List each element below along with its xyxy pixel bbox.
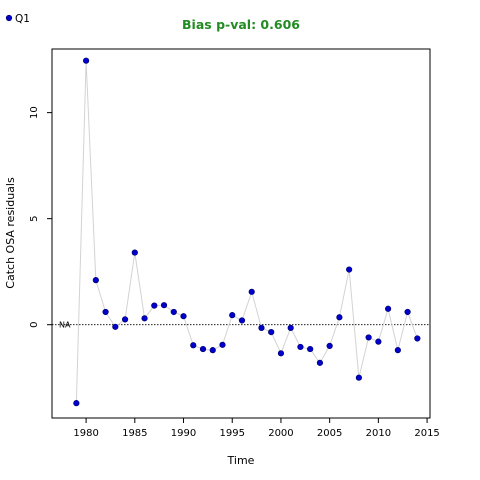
data-point [238,317,246,324]
x-tick-label: 1990 [171,428,196,439]
data-point [92,277,99,284]
data-point [131,249,138,256]
legend: Q1 [5,13,30,25]
data-point [326,342,333,349]
data-point [336,314,343,321]
x-tick-label: 1980 [73,428,98,439]
data-point [287,324,294,331]
data-point [219,341,226,348]
data-point [414,335,421,342]
data-point [385,305,392,312]
y-tick-label: 10 [29,106,40,119]
x-tick-label: 1995 [220,428,245,439]
legend-marker [5,14,13,22]
data-point [82,57,90,64]
data-point [375,338,382,345]
y-axis: 0 5 10 [29,106,52,328]
y-tick-label: 0 [29,322,40,328]
data-point [307,345,314,353]
x-tick-label: 2015 [414,428,439,439]
x-tick-label: 1985 [122,428,147,439]
data-point [268,329,275,336]
data-point [141,315,148,322]
data-point [355,374,362,381]
data-point [180,313,187,320]
x-tick-label: 2000 [268,428,293,439]
data-point [190,342,197,349]
series-line-layer [75,60,418,404]
data-point [394,347,401,354]
series-point-layer [73,57,421,407]
series-line [75,60,418,404]
data-point [248,288,255,295]
data-point [199,345,207,353]
x-tick-label: 2010 [366,428,391,439]
data-point [209,347,216,354]
data-point [229,312,236,319]
data-point [160,302,168,309]
y-tick-label: 5 [29,215,40,221]
data-point [151,302,158,309]
chart-subtitle: Bias p-val: 0.606 [182,17,300,32]
data-point [365,334,372,341]
x-tick-label: 2005 [317,428,342,439]
data-point [316,359,324,366]
data-point [170,308,177,316]
data-point [121,316,129,323]
data-point [346,266,353,273]
data-point [258,324,265,331]
data-point [73,400,80,407]
y-axis-title: Catch OSA residuals [4,177,17,289]
data-point [112,323,119,330]
data-point [277,350,285,357]
x-axis-title: Time [227,454,255,467]
data-point [102,308,109,316]
data-point [297,343,304,351]
x-axis: 1980 1985 1990 1995 2000 2005 2010 2015 [73,418,440,439]
plot-frame [51,48,431,419]
reference-label: NA [59,321,71,330]
data-point [404,308,411,316]
legend-label: Q1 [15,13,30,25]
